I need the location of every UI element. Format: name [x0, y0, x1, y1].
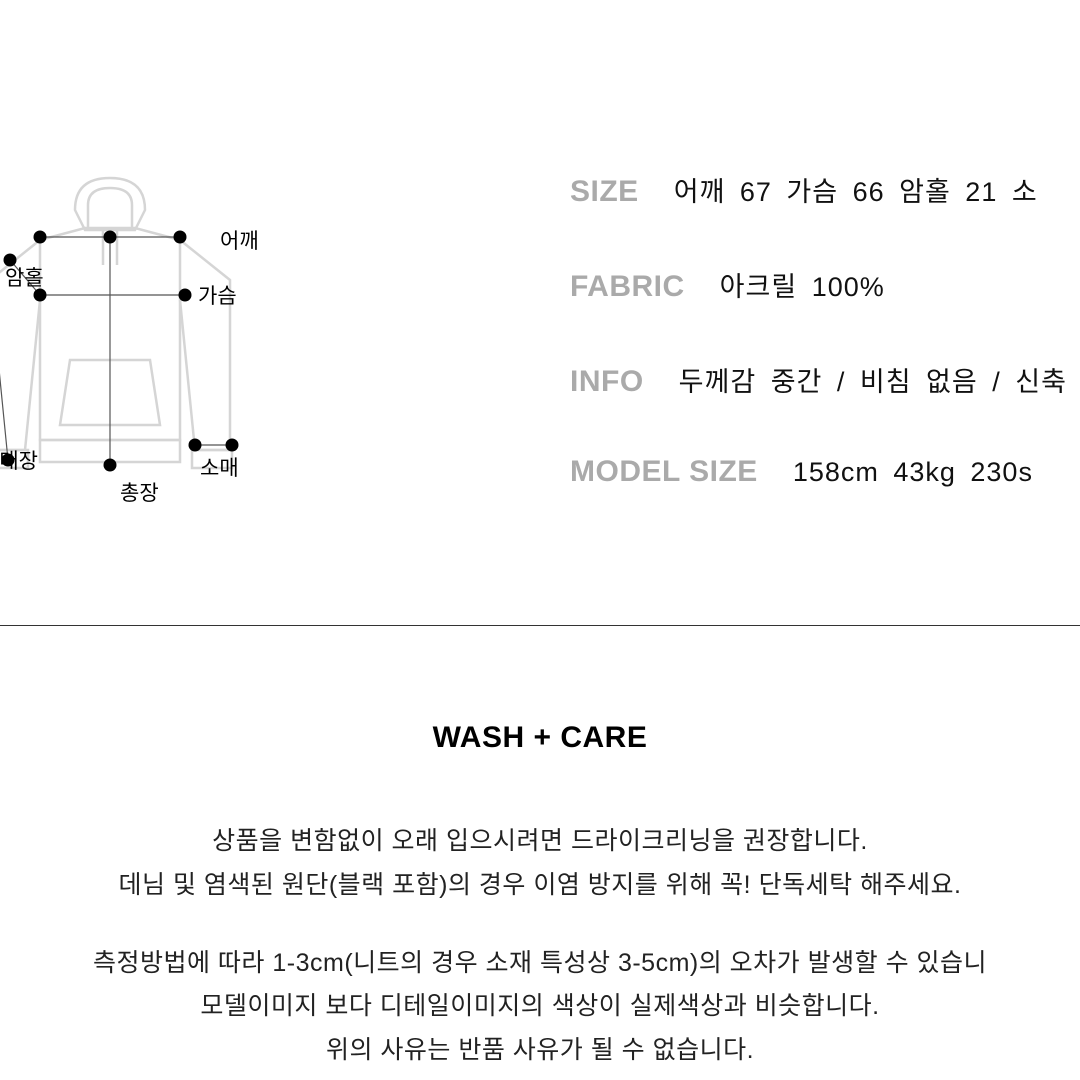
garment-diagram: 어깨 암홀 가슴 소매장 소매 총장 [0, 160, 300, 500]
spec-value-info: 두께감 중간 / 비침 없음 / 신축 [679, 360, 1067, 399]
care-line: 측정방법에 따라 1-3cm(니트의 경우 소재 특성상 3-5cm)의 오차가… [0, 942, 1080, 986]
label-sleeve: 소매 [200, 457, 239, 480]
spec-label-info: INFO [570, 365, 644, 399]
spec-row-size: SIZE 어깨 67 가슴 66 암홀 21 소 [570, 170, 1080, 209]
spec-row-model: MODEL SIZE 158cm 43kg 230s [570, 455, 1080, 489]
spec-label-model: MODEL SIZE [570, 455, 758, 489]
care-line: 상품을 변함없이 오래 입으시려면 드라이크리닝을 권장합니다. [0, 820, 1080, 864]
spec-label-fabric: FABRIC [570, 270, 685, 304]
spec-column: SIZE 어깨 67 가슴 66 암홀 21 소 FABRIC 아크릴 100%… [300, 160, 1080, 545]
hoodie-measurement-svg: 어깨 암홀 가슴 소매장 소매 총장 [0, 170, 290, 510]
label-sleeve-length: 소매장 [0, 450, 38, 473]
wash-care-section: WASH + CARE 상품을 변함없이 오래 입으시려면 드라이크리닝을 권장… [0, 626, 1080, 1073]
spec-row-fabric: FABRIC 아크릴 100% [570, 265, 1080, 304]
label-shoulder: 어깨 [220, 230, 259, 253]
care-line: 데님 및 염색된 원단(블랙 포함)의 경우 이염 방지를 위해 꼭! 단독세탁… [0, 864, 1080, 908]
care-line: 위의 사유는 반품 사유가 될 수 없습니다. [0, 1029, 1080, 1073]
spec-value-model: 158cm 43kg 230s [793, 457, 1033, 488]
care-line: 모델이미지 보다 디테일이미지의 색상이 실제색상과 비슷합니다. [0, 985, 1080, 1029]
top-section: 어깨 암홀 가슴 소매장 소매 총장 SIZE 어깨 67 가슴 66 암홀 2… [0, 0, 1080, 625]
spec-value-size: 어깨 67 가슴 66 암홀 21 소 [674, 170, 1038, 209]
label-chest: 가슴 [198, 285, 237, 308]
label-total-length: 총장 [120, 482, 159, 505]
spec-label-size: SIZE [570, 175, 639, 209]
label-armhole: 암홀 [5, 267, 44, 290]
spec-row-info: INFO 두께감 중간 / 비침 없음 / 신축 [570, 360, 1080, 399]
care-block-2: 측정방법에 따라 1-3cm(니트의 경우 소재 특성상 3-5cm)의 오차가… [0, 942, 1080, 1073]
spec-value-fabric: 아크릴 100% [720, 265, 885, 304]
care-block-1: 상품을 변함없이 오래 입으시려면 드라이크리닝을 권장합니다. 데님 및 염색… [0, 820, 1080, 908]
care-heading: WASH + CARE [0, 721, 1080, 755]
